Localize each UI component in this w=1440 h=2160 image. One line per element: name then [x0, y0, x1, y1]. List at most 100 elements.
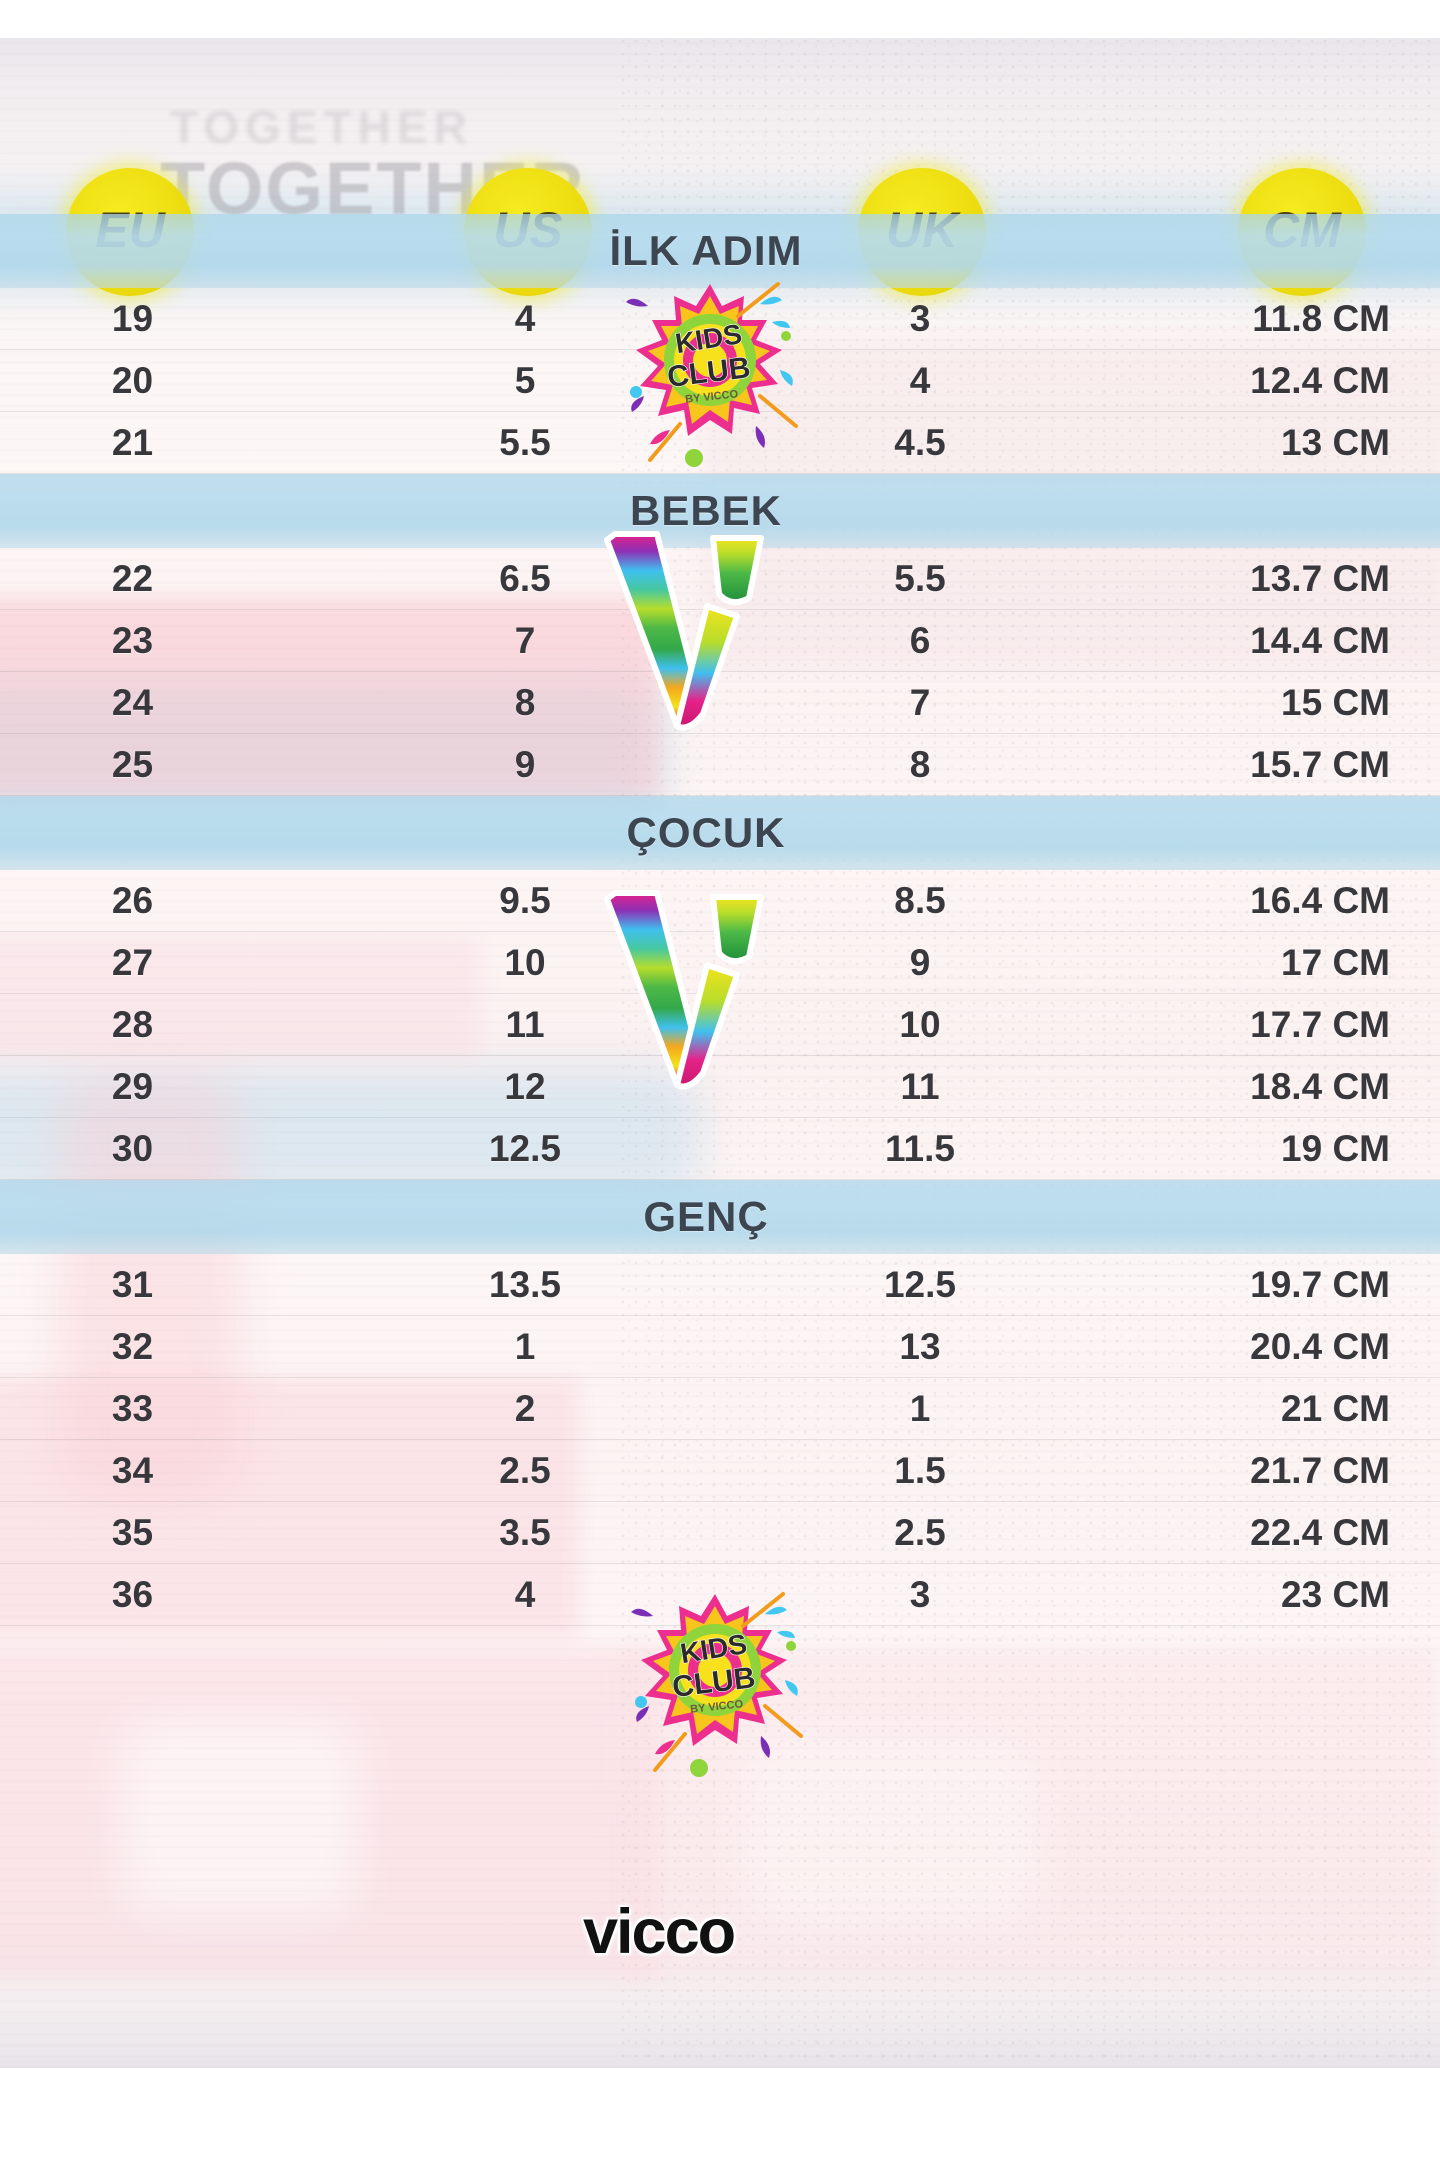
table-row: 30 12.5 11.5 19 CM: [0, 1118, 1440, 1180]
cell-eu: 35: [111, 1512, 154, 1553]
cell-eu: 27: [111, 942, 154, 983]
svg-text:CLUB: CLUB: [670, 1661, 757, 1704]
cell-uk: 8: [909, 744, 931, 785]
cell-cm: 11.8 CM: [1252, 298, 1390, 339]
section-title: İLK ADIM: [609, 227, 803, 274]
cell-uk: 2.5: [894, 1512, 946, 1553]
section-band-2: BEBEK: [0, 474, 1440, 548]
backdrop-blur-shape-1: [120, 1718, 360, 1918]
cell-uk: 3: [909, 298, 931, 339]
table-row: 21 5.5 4.5 13 CM: [0, 412, 1440, 474]
section-title: ÇOCUK: [626, 809, 786, 856]
cell-us: 5.5: [499, 422, 551, 463]
cell-uk: 11: [900, 1066, 940, 1107]
cell-uk: 1: [909, 1388, 931, 1429]
row-divider: [0, 1625, 1440, 1626]
backdrop-blur-shape-3: [60, 1078, 240, 1498]
table-row: 33 2 1 21 CM: [0, 1378, 1440, 1440]
table-row: 22 6.5 5.5 13.7 CM: [0, 548, 1440, 610]
cell-eu: 28: [111, 1004, 154, 1045]
cell-cm: 13.7 CM: [1250, 558, 1390, 599]
row-divider: [0, 733, 1440, 734]
cell-us: 8: [514, 682, 536, 723]
cell-us: 9.5: [499, 880, 551, 921]
section-title: BEBEK: [629, 487, 783, 534]
section-band-4: GENÇ: [0, 1180, 1440, 1254]
page-margin-top: [0, 0, 1440, 38]
cell-cm: 14.4 CM: [1250, 620, 1390, 661]
cell-us: 7: [514, 620, 536, 661]
table-row: 34 2.5 1.5 21.7 CM: [0, 1440, 1440, 1502]
cell-eu: 32: [111, 1326, 154, 1367]
cell-us: 13.5: [488, 1264, 561, 1305]
table-row: 20 5 4 12.4 CM: [0, 350, 1440, 412]
cell-cm: 18.4 CM: [1250, 1066, 1390, 1107]
cell-us: 5: [514, 360, 536, 401]
backdrop-pink-1: [0, 598, 660, 798]
row-divider: [0, 1179, 1440, 1180]
cell-uk: 11.5: [885, 1128, 955, 1169]
cell-uk: 4: [909, 360, 931, 401]
cell-cm: 15.7 CM: [1250, 744, 1390, 785]
table-row: 24 8 7 15 CM: [0, 672, 1440, 734]
vicco-wordmark: vicco: [583, 1897, 736, 1967]
background-watermark-small: TOGETHER: [170, 101, 473, 153]
cell-cm: 13 CM: [1281, 422, 1390, 463]
cell-cm: 17.7 CM: [1250, 1004, 1390, 1045]
section-title: GENÇ: [643, 1193, 769, 1240]
cell-cm: 22.4 CM: [1250, 1512, 1390, 1553]
table-row: 26 9.5 8.5 16.4 CM: [0, 870, 1440, 932]
table-row: 35 3.5 2.5 22.4 CM: [0, 1502, 1440, 1564]
cell-us: 10: [504, 942, 546, 983]
cell-eu: 24: [111, 682, 154, 723]
cell-eu: 31: [111, 1264, 154, 1305]
cell-eu: 23: [111, 620, 154, 661]
cell-uk: 10: [899, 1004, 941, 1045]
cell-cm: 19.7 CM: [1250, 1264, 1390, 1305]
row-divider: [0, 1501, 1440, 1502]
cell-uk: 7: [909, 682, 931, 723]
row-divider: [0, 473, 1440, 474]
cell-eu: 36: [111, 1574, 154, 1615]
row-divider: [0, 1377, 1440, 1378]
cell-cm: 15 CM: [1281, 682, 1390, 723]
cell-us: 3.5: [499, 1512, 551, 1553]
cell-us: 2.5: [499, 1450, 551, 1491]
cell-cm: 17 CM: [1281, 942, 1390, 983]
table-row: 29 12 11 18.4 CM: [0, 1056, 1440, 1118]
cell-us: 12.5: [488, 1128, 561, 1169]
row-divider: [0, 1439, 1440, 1440]
cell-uk: 9: [909, 942, 931, 983]
cell-us: 1: [514, 1326, 536, 1367]
table-row: 36 4 3 23 CM: [0, 1564, 1440, 1626]
cell-us: 12: [504, 1066, 546, 1107]
cell-cm: 23 CM: [1281, 1574, 1390, 1615]
cell-cm: 12.4 CM: [1250, 360, 1390, 401]
page-margin-bottom: [0, 2068, 1440, 2160]
cell-eu: 34: [111, 1450, 154, 1491]
cell-eu: 20: [111, 360, 154, 401]
cell-eu: 21: [111, 422, 154, 463]
section-band-3: ÇOCUK: [0, 796, 1440, 870]
cell-eu: 33: [111, 1388, 154, 1429]
row-divider: [0, 1315, 1440, 1316]
cell-us: 4: [514, 298, 536, 339]
table-row: 25 9 8 15.7 CM: [0, 734, 1440, 796]
svg-text:KIDS: KIDS: [678, 1628, 749, 1669]
section-band-1: İLK ADIM: [0, 214, 1440, 288]
cell-uk: 8.5: [894, 880, 946, 921]
cell-cm: 19 CM: [1281, 1128, 1390, 1169]
cell-us: 11: [505, 1004, 545, 1045]
row-divider: [0, 1563, 1440, 1564]
cell-cm: 20.4 CM: [1250, 1326, 1390, 1367]
cell-eu: 26: [111, 880, 154, 921]
row-divider: [0, 1117, 1440, 1118]
cell-us: 9: [514, 744, 536, 785]
table-row: 27 10 9 17 CM: [0, 932, 1440, 994]
cell-eu: 29: [111, 1066, 154, 1107]
cell-uk: 3: [909, 1574, 931, 1615]
cell-cm: 16.4 CM: [1250, 880, 1390, 921]
table-row: 23 7 6 14.4 CM: [0, 610, 1440, 672]
